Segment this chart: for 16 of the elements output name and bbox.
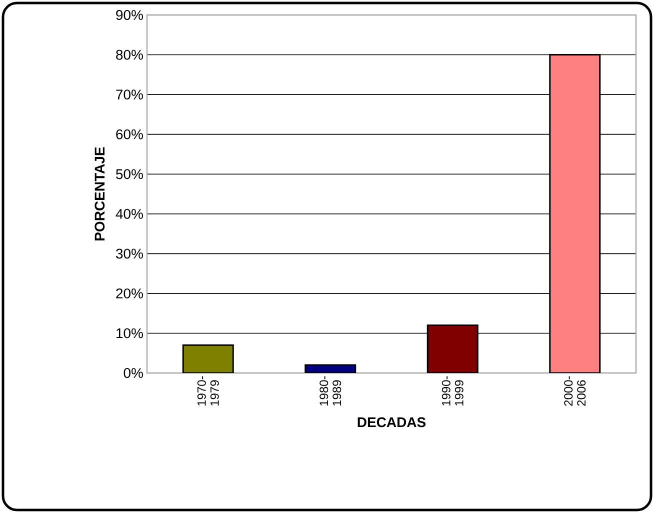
x-tick-label: 1980-1989	[320, 376, 342, 406]
y-tick-label: 10%	[116, 328, 143, 338]
y-tick-label: 70%	[116, 90, 143, 100]
y-tick-label: 60%	[116, 129, 143, 140]
y-tick-label: 0%	[124, 368, 143, 378]
y-tick-label: 20%	[116, 288, 143, 298]
y-axis-title: PORCENTAJE	[94, 147, 105, 240]
y-tick-label: 80%	[116, 50, 143, 60]
y-tick-label: 90%	[116, 10, 143, 20]
x-axis-title: DECADAS	[358, 417, 426, 428]
y-tick-label: 50%	[116, 169, 143, 180]
x-tick-label: 1970-1979	[197, 376, 219, 406]
y-tick-label: 40%	[116, 208, 143, 219]
x-tick-label: 2000-2006	[564, 376, 586, 406]
y-tick-label: 30%	[116, 248, 143, 259]
x-tick-label: 1990-1999	[442, 376, 464, 406]
